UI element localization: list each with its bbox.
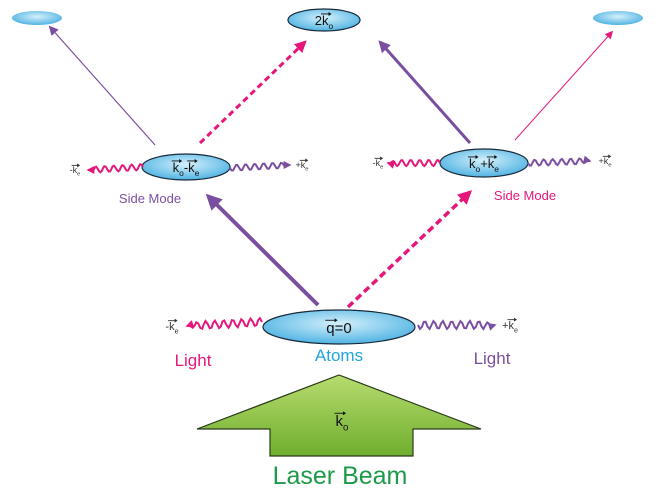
label-part: - bbox=[184, 160, 188, 175]
caption: Laser Beam bbox=[273, 462, 408, 489]
vector-arrow bbox=[334, 318, 338, 323]
label-part: + bbox=[295, 160, 300, 170]
label-subscript: e bbox=[514, 326, 518, 334]
label-subscript: e bbox=[77, 172, 80, 178]
node bbox=[593, 11, 643, 25]
label-part: k bbox=[469, 156, 476, 171]
laser-arrow bbox=[196, 374, 482, 457]
node bbox=[287, 8, 361, 32]
caption: Atoms bbox=[315, 346, 363, 365]
vector-arrow bbox=[343, 411, 347, 416]
label-part: - bbox=[373, 158, 376, 168]
light-wave bbox=[386, 158, 441, 169]
label-subscript: o bbox=[343, 423, 349, 434]
label-part: + bbox=[480, 156, 488, 171]
label-subscript: e bbox=[195, 168, 200, 178]
label-subscript: e bbox=[608, 163, 611, 169]
arrow bbox=[198, 40, 307, 145]
vector-arrow bbox=[179, 158, 183, 163]
label-part: q bbox=[326, 320, 334, 337]
node-label: q=0 bbox=[326, 320, 351, 337]
caption: Light bbox=[175, 351, 212, 370]
label-subscript: e bbox=[175, 327, 179, 335]
label-part: k bbox=[322, 13, 329, 28]
vector-arrow bbox=[475, 154, 479, 159]
node-label: ko+ke bbox=[469, 156, 499, 174]
vector-arrow bbox=[513, 317, 517, 322]
label-part: k bbox=[488, 156, 495, 171]
label-subscript: e bbox=[305, 167, 308, 173]
arrow bbox=[205, 193, 320, 307]
label-subscript: o bbox=[179, 168, 184, 178]
label-part: =0 bbox=[335, 320, 352, 337]
light-wave bbox=[86, 163, 144, 174]
label-part: k bbox=[508, 320, 514, 332]
label-part: + bbox=[598, 156, 603, 166]
label-part: k bbox=[173, 160, 180, 175]
label-part: 2 bbox=[315, 13, 322, 28]
laser-label: ko bbox=[336, 413, 350, 434]
node bbox=[262, 309, 416, 345]
caption: Side Mode bbox=[119, 191, 181, 206]
label-part: - bbox=[70, 165, 73, 175]
light-label: -ke bbox=[373, 158, 384, 171]
light-label: +ke bbox=[598, 156, 611, 169]
label-part: k bbox=[376, 158, 381, 168]
arrow bbox=[514, 30, 614, 141]
label-subscript: e bbox=[494, 164, 499, 174]
label-subscript: e bbox=[380, 165, 383, 171]
arrow bbox=[346, 190, 473, 309]
vector-arrow bbox=[328, 11, 332, 16]
light-wave bbox=[229, 161, 292, 172]
vector-arrow bbox=[77, 163, 81, 168]
label-part: + bbox=[502, 320, 508, 332]
label-part: k bbox=[336, 413, 344, 430]
vector-arrow bbox=[305, 158, 309, 163]
vector-arrow bbox=[380, 156, 384, 161]
light-wave bbox=[527, 155, 592, 167]
caption: Light bbox=[474, 349, 511, 368]
node bbox=[12, 11, 62, 25]
label-subscript: o bbox=[329, 21, 334, 31]
light-label: -ke bbox=[70, 165, 81, 178]
arrow bbox=[378, 40, 472, 144]
label-part: k bbox=[301, 160, 306, 170]
node-label: ko-ke bbox=[173, 160, 200, 178]
vector-arrow bbox=[494, 154, 498, 159]
light-label: -ke bbox=[165, 321, 178, 335]
label-part: k bbox=[604, 156, 609, 166]
label-subscript: o bbox=[476, 164, 481, 174]
node-label: 2ko bbox=[315, 13, 334, 31]
label-part: k bbox=[188, 160, 195, 175]
light-label: +ke bbox=[295, 160, 308, 173]
light-wave bbox=[417, 319, 497, 331]
label-part: k bbox=[169, 321, 175, 333]
arrow bbox=[48, 25, 156, 146]
label-part: k bbox=[73, 165, 78, 175]
caption: Side Mode bbox=[494, 188, 556, 203]
vector-arrow bbox=[174, 318, 178, 323]
light-label: +ke bbox=[502, 320, 518, 334]
vector-arrow bbox=[194, 158, 198, 163]
label-part: - bbox=[165, 321, 169, 333]
light-wave bbox=[185, 316, 263, 331]
vector-arrow bbox=[608, 154, 612, 159]
